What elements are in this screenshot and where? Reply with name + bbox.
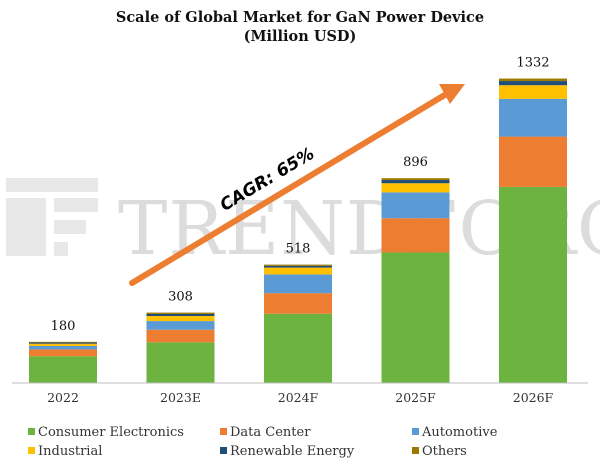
bar-segment [146, 312, 215, 314]
bar-segment [29, 343, 97, 346]
bar-segment [499, 136, 567, 187]
bar-segment [381, 252, 450, 383]
x-tick-labels: 2022 2023E 2024F 2025F 2026F [47, 390, 553, 405]
x-tick-label: 2025F [395, 390, 436, 405]
bar-segment [381, 178, 450, 181]
legend-label: Consumer Electronics [38, 425, 184, 440]
bar-segment [29, 341, 97, 343]
legend-swatch [220, 428, 227, 435]
legend-item: Others [412, 444, 467, 459]
total-labels: 180 308 518 896 1332 [51, 56, 550, 334]
legend-label: Others [422, 444, 467, 459]
legend-label: Industrial [38, 444, 102, 459]
legend-label: Data Center [230, 425, 311, 440]
legend: Consumer Electronics Data Center Automotiv… [28, 425, 498, 459]
legend-item: Renewable Energy [220, 444, 355, 459]
bar-segment [264, 313, 332, 383]
bar-segment [264, 265, 332, 268]
legend-label: Automotive [421, 425, 498, 440]
legend-item: Industrial [28, 444, 102, 459]
bar-segment [499, 98, 567, 137]
legend-swatch [28, 447, 35, 454]
bar-segment [29, 356, 97, 383]
bar-segment [499, 85, 567, 99]
legend-item: Consumer Electronics [28, 425, 184, 440]
bar-segment [146, 316, 215, 322]
bar-segment [146, 329, 215, 343]
bar-segment [381, 180, 450, 184]
x-tick-label: 2026F [513, 390, 554, 405]
bar-segment [29, 342, 97, 344]
legend-item: Automotive [412, 425, 498, 440]
bar-segment [146, 313, 215, 317]
legend-swatch [28, 428, 35, 435]
legend-label: Renewable Energy [230, 444, 355, 459]
watermark-logo [6, 178, 98, 256]
bar-segment [499, 81, 567, 86]
x-tick-label: 2024F [278, 390, 319, 405]
total-label: 518 [286, 242, 311, 257]
bar-segment [146, 321, 215, 330]
legend-item: Data Center [220, 425, 311, 440]
cagr-arrow [129, 84, 465, 286]
total-label: 896 [403, 155, 428, 170]
bar-segment [381, 183, 450, 193]
bar-segment [29, 349, 97, 357]
bars-group [29, 78, 567, 383]
bar-segment [381, 192, 450, 219]
bar-segment [264, 274, 332, 294]
total-label: 308 [168, 290, 193, 305]
legend-swatch [220, 447, 227, 454]
x-tick-label: 2023E [160, 390, 201, 405]
bar-segment [264, 264, 332, 266]
bar-segment [29, 345, 97, 350]
bar-segment [264, 267, 332, 275]
total-label: 1332 [516, 56, 549, 71]
chart-subtitle: (Million USD) [244, 28, 357, 45]
legend-swatch [412, 428, 419, 435]
bar-segment [264, 293, 332, 314]
x-tick-label: 2022 [47, 390, 79, 405]
chart-title: Scale of Global Market for GaN Power Dev… [116, 9, 484, 26]
total-label: 180 [51, 319, 76, 334]
bar-segment [146, 342, 215, 383]
legend-swatch [412, 447, 419, 454]
bar-segment [499, 78, 567, 82]
bar-segment [499, 186, 567, 383]
bar-segment [381, 218, 450, 253]
